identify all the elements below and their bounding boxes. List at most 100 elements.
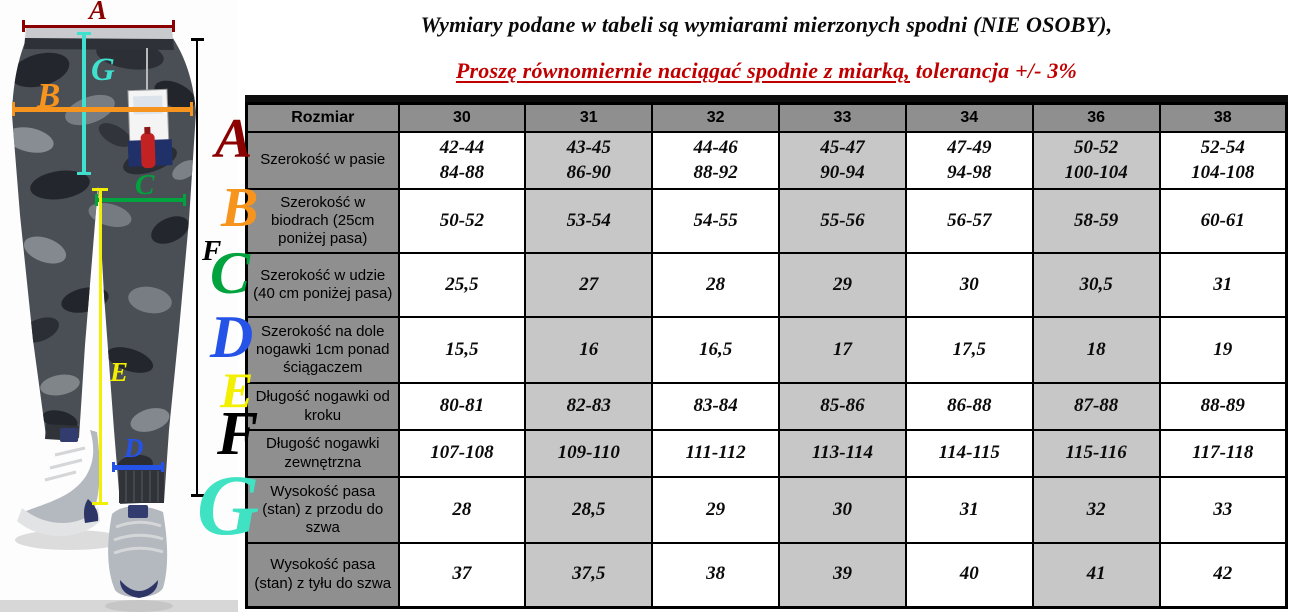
row-letter-c: C <box>210 240 251 306</box>
value-cell: 45-47 90-94 <box>778 131 907 190</box>
size-col-header-34: 34 <box>904 102 1034 133</box>
value-cell: 25,5 <box>397 252 527 318</box>
value-cell: 31 <box>904 476 1034 544</box>
value-cell: 31 <box>1158 252 1288 318</box>
size-col-header-36: 36 <box>1031 102 1161 133</box>
value-cell: 58-59 <box>1031 188 1161 254</box>
subtitle-plain-text: tolerancja +/- 3% <box>910 58 1078 83</box>
value-cell: 55-56 <box>778 188 907 254</box>
value-cell: 83-84 <box>651 382 781 431</box>
value-cell: 41 <box>1031 542 1161 608</box>
row-letter-g: G <box>197 457 260 553</box>
measure-line-cap <box>77 32 91 35</box>
row-label-c: Szerokość w udzie (40 cm poniżej pasa) <box>245 252 400 318</box>
measure-line-b <box>12 102 193 116</box>
measure-line-g <box>77 32 91 175</box>
value-cell: 18 <box>1031 316 1161 384</box>
value-cell: 29 <box>778 252 907 318</box>
value-cell: 111-112 <box>651 429 781 478</box>
measure-line-cap <box>12 102 15 116</box>
table-row-g-7: Wysokość pasa (stan) z tyłu do szwa 37 37,… <box>245 542 1288 608</box>
value-cell: 82-83 <box>524 382 654 431</box>
row-label-g: Wysokość pasa (stan) z przodu do szwa <box>245 476 400 544</box>
size-table-wrapper: Rozmiar 30 31 32 33 34 36 38 Szerokość w pasie 4… <box>245 95 1288 609</box>
value-cell: 85-86 <box>778 382 907 431</box>
row-letter-a: A <box>215 108 253 170</box>
measure-line-f <box>190 38 204 497</box>
measure-line-cap <box>161 462 164 472</box>
size-col-header-30: 30 <box>397 102 527 133</box>
row-letter-e: E <box>220 362 254 418</box>
figure-letter-f: F <box>202 235 222 267</box>
table-row-g-6: Wysokość pasa (stan) z przodu do szwa 28 2… <box>245 476 1288 544</box>
value-cell: 50-52 <box>397 188 527 254</box>
figure-letter-c: C <box>135 169 155 201</box>
value-cell: 19 <box>1158 316 1288 384</box>
value-cell: 37,5 <box>524 542 654 608</box>
value-cell: 28 <box>651 252 781 318</box>
row-label-e: Długość nogawki od kroku <box>245 382 400 431</box>
row-letter-d: D <box>210 304 254 370</box>
measure-line-a <box>22 20 175 32</box>
row-letter-f: F <box>217 400 259 468</box>
table-subtitle: Proszę równomiernie naciągać spodnie z m… <box>245 58 1288 84</box>
value-cell: 17,5 <box>904 316 1034 384</box>
figure-letter-b: B <box>37 76 61 115</box>
value-cell: 32 <box>1031 476 1161 544</box>
size-col-header-31: 31 <box>524 102 654 133</box>
value-cell: 33 <box>1158 476 1288 544</box>
row-label-b: Szerokość w biodrach (25cm poniżej pasa) <box>245 188 400 254</box>
measure-line-cap <box>95 194 98 206</box>
measure-line-cap <box>172 20 175 32</box>
value-cell: 54-55 <box>651 188 781 254</box>
value-cell: 42-44 84-88 <box>397 131 527 190</box>
value-cell: 80-81 <box>397 382 527 431</box>
value-cell: 109-110 <box>524 429 654 478</box>
figure-letter-e: E <box>110 357 129 387</box>
value-cell: 52-54 104-108 <box>1158 131 1288 190</box>
value-cell: 28 <box>397 476 527 544</box>
value-cell: 107-108 <box>397 429 527 478</box>
value-cell: 30,5 <box>1031 252 1161 318</box>
row-label-g: Wysokość pasa (stan) z tyłu do szwa <box>245 542 400 608</box>
measure-line-cap <box>77 172 91 175</box>
row-label-a: Szerokość w pasie <box>245 131 400 190</box>
size-col-header-32: 32 <box>651 102 781 133</box>
value-cell: 39 <box>778 542 907 608</box>
value-cell: 38 <box>651 542 781 608</box>
measure-line-cap <box>190 102 193 116</box>
row-letter-b: B <box>221 177 259 239</box>
measure-line-cap <box>22 20 25 32</box>
subtitle-underlined-text: Proszę równomiernie naciągać spodnie z m… <box>455 58 911 83</box>
measure-line-cap <box>92 188 108 191</box>
figure-letter-a: A <box>89 0 108 25</box>
value-cell: 27 <box>524 252 654 318</box>
measure-line-e <box>92 188 108 505</box>
value-cell: 42 <box>1158 542 1288 608</box>
value-cell: 50-52 100-104 <box>1031 131 1161 190</box>
value-cell: 40 <box>904 542 1034 608</box>
measure-line-cap <box>190 494 204 497</box>
table-row-d-3: Szerokość na dole nogawki 1cm ponad ścią… <box>245 316 1288 384</box>
value-cell: 53-54 <box>524 188 654 254</box>
value-cell: 16,5 <box>651 316 781 384</box>
corner-header-rozmiar: Rozmiar <box>245 102 400 133</box>
size-table: Rozmiar 30 31 32 33 34 36 38 Szerokość w pasie 4… <box>245 102 1288 609</box>
size-header-row: Rozmiar 30 31 32 33 34 36 38 <box>245 102 1288 133</box>
measure-line-cap <box>92 502 108 505</box>
value-cell: 16 <box>524 316 654 384</box>
value-cell: 115-116 <box>1031 429 1161 478</box>
value-cell: 15,5 <box>397 316 527 384</box>
size-col-header-38: 38 <box>1158 102 1288 133</box>
table-row-f-5: Długość nogawki zewnętrzna 107-108 109-110… <box>245 429 1288 478</box>
value-cell: 47-49 94-98 <box>904 131 1034 190</box>
pants-illustration <box>0 0 238 612</box>
value-cell: 114-115 <box>904 429 1034 478</box>
figure-letter-d: D <box>124 433 144 463</box>
value-cell: 60-61 <box>1158 188 1288 254</box>
table-title: Wymiary podane w tabeli są wymiarami mie… <box>420 12 1113 37</box>
value-cell: 37 <box>397 542 527 608</box>
value-cell: 29 <box>651 476 781 544</box>
